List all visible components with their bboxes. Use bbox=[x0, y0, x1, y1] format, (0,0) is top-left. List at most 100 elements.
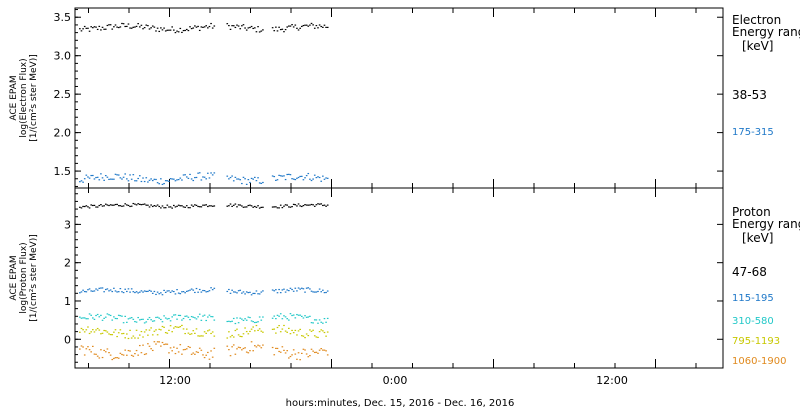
data-point bbox=[151, 349, 154, 352]
data-point bbox=[113, 331, 115, 333]
data-point bbox=[284, 204, 287, 206]
data-point bbox=[135, 329, 138, 331]
data-point bbox=[250, 177, 253, 180]
data-point bbox=[275, 318, 277, 320]
data-point bbox=[122, 354, 125, 356]
data-point bbox=[195, 328, 198, 330]
data-point bbox=[173, 327, 175, 329]
data-point bbox=[129, 291, 131, 293]
data-point bbox=[151, 179, 154, 182]
data-point bbox=[326, 317, 329, 320]
data-point bbox=[210, 205, 212, 207]
data-point bbox=[252, 350, 254, 352]
data-point bbox=[122, 205, 125, 207]
data-point bbox=[153, 320, 156, 322]
data-point bbox=[254, 176, 256, 179]
data-point bbox=[103, 179, 105, 181]
electron-panel-frame bbox=[74, 7, 724, 189]
data-point bbox=[281, 328, 284, 330]
data-point bbox=[237, 322, 240, 324]
data-point bbox=[148, 289, 151, 292]
data-point bbox=[252, 292, 254, 295]
data-point bbox=[155, 343, 157, 345]
data-point bbox=[197, 25, 199, 28]
data-point bbox=[177, 178, 180, 181]
data-point bbox=[190, 333, 193, 335]
data-point bbox=[132, 174, 135, 176]
data-point bbox=[254, 330, 256, 332]
data-point bbox=[148, 28, 151, 30]
data-point bbox=[192, 27, 195, 29]
data-point bbox=[184, 348, 186, 351]
data-point bbox=[278, 207, 280, 209]
data-point bbox=[116, 26, 118, 28]
data-point bbox=[255, 206, 258, 208]
data-point bbox=[228, 178, 230, 180]
data-point bbox=[284, 178, 287, 181]
electron-legend-units: [keV] bbox=[742, 39, 773, 53]
data-point bbox=[242, 333, 245, 335]
data-point bbox=[313, 27, 316, 29]
data-point bbox=[137, 203, 139, 205]
data-point bbox=[85, 27, 88, 29]
data-point bbox=[161, 341, 164, 344]
data-point bbox=[171, 207, 173, 209]
data-point bbox=[82, 289, 84, 291]
data-point bbox=[100, 287, 102, 289]
data-point bbox=[150, 204, 152, 206]
data-point bbox=[182, 349, 185, 351]
data-point bbox=[98, 25, 101, 28]
data-point bbox=[150, 290, 152, 292]
data-point bbox=[95, 26, 97, 28]
data-point bbox=[108, 314, 110, 316]
data-point bbox=[307, 287, 310, 289]
data-point bbox=[114, 203, 117, 206]
data-point bbox=[326, 331, 329, 333]
data-point bbox=[312, 329, 314, 331]
data-point bbox=[142, 336, 144, 338]
data-point bbox=[244, 178, 246, 180]
data-point bbox=[296, 290, 298, 292]
data-point bbox=[273, 354, 276, 356]
data-point bbox=[286, 26, 289, 28]
data-point bbox=[305, 204, 308, 206]
data-point bbox=[111, 28, 114, 30]
data-point bbox=[98, 179, 101, 181]
data-point bbox=[181, 353, 183, 355]
data-point bbox=[187, 345, 190, 348]
data-point bbox=[88, 349, 91, 351]
series-795-1193 bbox=[79, 324, 329, 340]
data-point bbox=[87, 346, 89, 348]
data-point bbox=[176, 289, 178, 291]
data-point bbox=[202, 315, 204, 317]
data-point bbox=[226, 320, 229, 323]
data-point bbox=[197, 316, 199, 318]
data-point bbox=[140, 352, 143, 354]
data-point bbox=[200, 319, 203, 321]
data-point bbox=[126, 178, 128, 180]
data-point bbox=[247, 204, 250, 207]
data-point bbox=[129, 205, 131, 208]
data-point bbox=[231, 334, 233, 337]
data-point bbox=[111, 358, 114, 361]
data-point bbox=[85, 318, 88, 320]
data-point bbox=[93, 318, 96, 320]
data-point bbox=[166, 204, 169, 206]
data-point bbox=[79, 181, 81, 183]
data-point bbox=[104, 351, 107, 353]
data-point bbox=[304, 349, 306, 351]
data-point bbox=[257, 329, 259, 332]
data-point bbox=[198, 313, 201, 315]
data-point bbox=[121, 333, 123, 335]
data-point bbox=[104, 28, 107, 30]
data-point bbox=[276, 30, 279, 32]
data-point bbox=[210, 332, 212, 335]
data-point bbox=[127, 318, 130, 320]
data-point bbox=[192, 352, 195, 354]
data-point bbox=[302, 348, 305, 350]
data-point bbox=[95, 176, 97, 179]
data-point bbox=[121, 353, 123, 356]
data-point bbox=[302, 204, 305, 207]
data-point bbox=[134, 337, 136, 339]
data-point bbox=[119, 329, 122, 331]
